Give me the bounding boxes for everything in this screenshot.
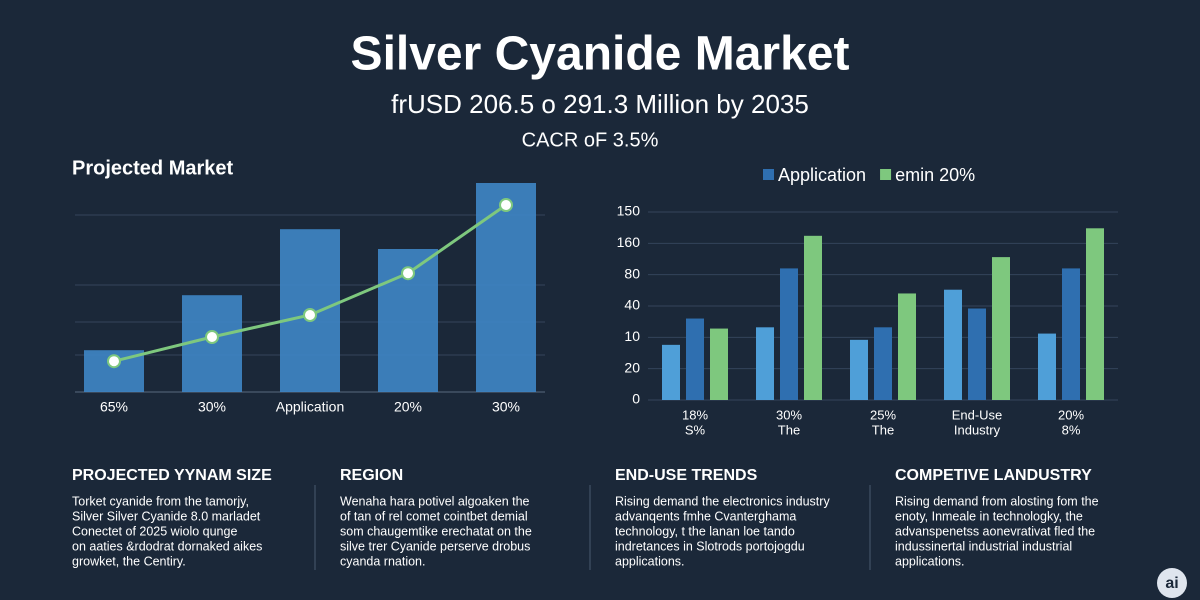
section-heading: PROJECTED YYNAM SIZE [72,467,272,484]
section-text: Wenaha hara potivel algoaken the [340,494,530,508]
subtitle: frUSD 206.5 o 291.3 Million by 2035 [391,89,809,119]
bar [874,327,892,400]
y-tick-label: 10 [624,328,640,344]
section-text: advanqents fmhe Cvanterghama [615,509,796,523]
bar [710,328,728,400]
bar [944,289,962,400]
section-text: enoty, Inmeale in technologky, the [895,509,1083,523]
y-tick-label: 160 [617,234,641,250]
x-tick-label: 8% [1062,422,1081,437]
section-text: of tan of rel comet cointbet demial [340,509,528,523]
x-tick-label: Application [276,399,345,415]
section-text: cyanda rnation. [340,554,425,568]
section-text: applications. [895,554,965,568]
legend-swatch [880,169,892,180]
section-text: indretances in Slotrods portojogdu [615,539,805,553]
x-tick-label: 65% [100,399,128,415]
y-tick-label: 0 [632,391,640,407]
bar [992,257,1010,400]
section-heading: END-USE TRENDS [615,467,758,484]
chart-title: Projected Market [72,157,234,179]
bar [1062,268,1080,400]
bar [968,308,986,400]
section-heading: REGION [340,467,403,484]
bar [804,235,822,400]
y-tick-label: 80 [624,265,640,281]
bar [850,339,868,400]
x-tick-label: 30% [492,399,520,415]
section-text: Torket cyanide from the tamorjy, [72,494,249,508]
bar [686,318,704,400]
line-point [205,330,219,344]
bar [476,183,536,392]
x-tick-label: 20% [394,399,422,415]
x-tick-label: 18% [682,407,708,422]
cagr: CACR oF 3.5% [522,129,659,151]
x-tick-label: Industry [954,422,1001,437]
x-tick-label: 20% [1058,407,1084,422]
section-text: Rising demand the electronics industry [615,494,830,508]
line-point [107,354,121,369]
y-tick-label: 20 [624,359,640,375]
y-tick-label: 150 [617,203,641,219]
x-tick-label: S% [685,422,706,437]
line-point [401,266,415,281]
badge: ai [1165,575,1178,592]
section-text: silve trer Cyanide perserve drobus [340,539,530,553]
bar [1038,333,1056,400]
section-text: indussinertal industrial industrial [895,539,1072,553]
section-text: technology, t the lanan loe tando [615,524,795,538]
legend-swatch [763,169,774,180]
section-text: growket, the Centiry. [72,554,186,568]
section-text: Silver Silver Cyanide 8.0 marladet [72,509,261,523]
legend-label: Application [778,165,866,185]
title: Silver Cyanide Market [351,28,850,81]
section-text: on aaties &rdodrat dornaked aikes [72,539,262,553]
section-text: Conectet of 2025 wiolo qunge [72,524,237,538]
legend-label: emin 20% [895,165,975,185]
section-text: advanspenetss aonevrativat fled the [895,524,1095,538]
line-point [499,198,513,212]
bar [662,344,680,400]
x-tick-label: 30% [198,399,226,415]
bar [1086,228,1104,400]
bar [756,327,774,400]
x-tick-label: End-Use [952,407,1003,422]
line-point [303,308,317,322]
bar [780,268,798,400]
badge-bg [1157,568,1187,598]
x-tick-label: 25% [870,407,896,422]
section-text: som chaugemtike erechatat on the [340,524,532,538]
section-text: Rising demand from alosting fom the [895,494,1099,508]
x-tick-label: 30% [776,407,802,422]
section-heading: COMPETIVE LANDUSTRY [895,467,1092,484]
bar [898,293,916,400]
section-text: applications. [615,554,685,568]
x-tick-label: The [778,422,800,437]
y-tick-label: 40 [624,297,640,313]
x-tick-label: The [872,422,894,437]
